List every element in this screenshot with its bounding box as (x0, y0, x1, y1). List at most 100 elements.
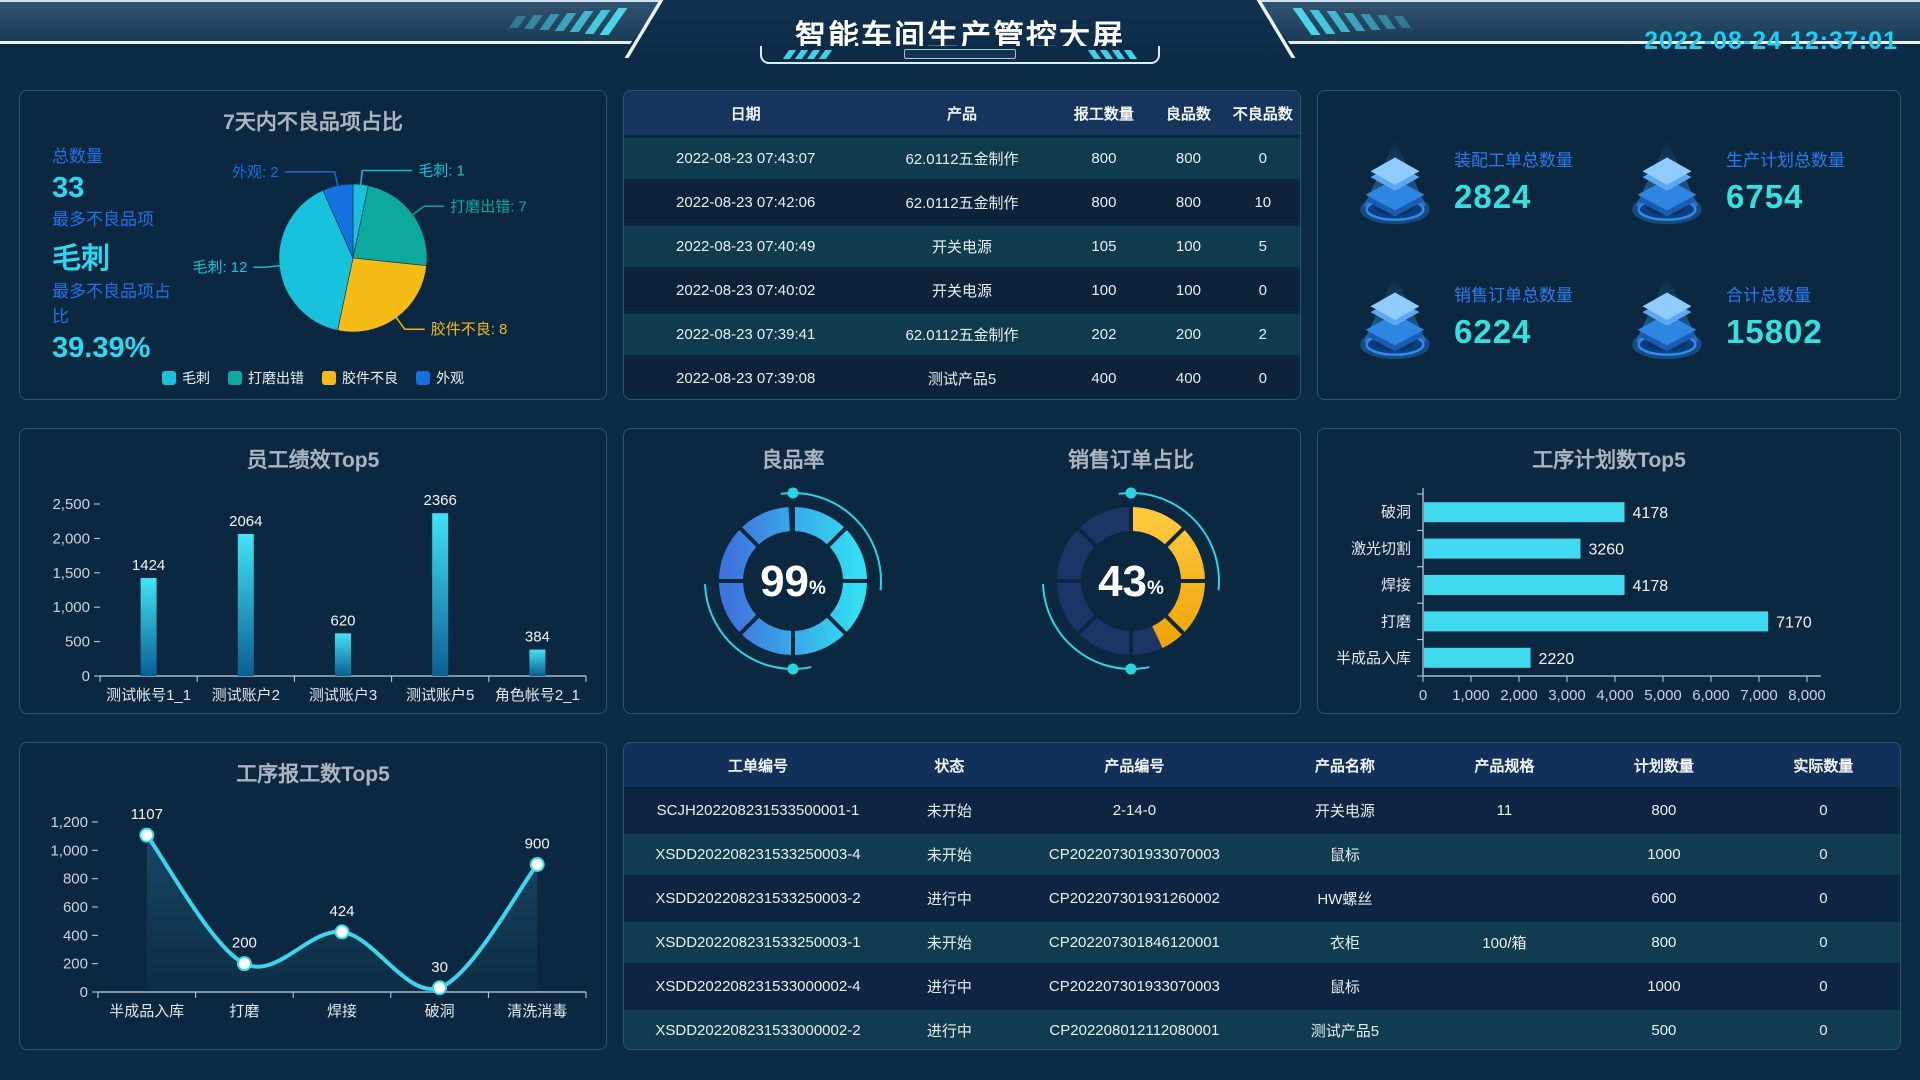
stat-card-text: 销售订单总数量 6224 (1454, 281, 1573, 351)
table-cell: 5 (1225, 226, 1300, 267)
table-cell: 105 (1056, 226, 1152, 267)
table-cell: 未开始 (891, 790, 1007, 831)
stat-value: 毛刺 (52, 243, 111, 275)
table-row: 2022-08-23 07:40:49 开关电源 105 100 5 (624, 226, 1300, 267)
sales-gauge-chart: 43% (1042, 487, 1220, 675)
panel-defect-ratio: 7天内不良品项占比 总数量 33 最多不良品项 毛刺 最多不良品项占比 39.3… (19, 90, 607, 400)
table-header-row: 日期 产品 报工数量 良品数 不良品数 (624, 91, 1300, 135)
table-row: XSDD202208231533000002-2 进行中 CP20220801211… (624, 1010, 1900, 1049)
svg-text:1107: 1107 (131, 806, 163, 823)
svg-text:4178: 4178 (1633, 505, 1669, 522)
stacked-layers-icon (1360, 139, 1430, 224)
svg-text:200: 200 (63, 956, 88, 973)
table-cell: 100 (1151, 226, 1226, 267)
table-cell (1427, 878, 1581, 919)
column-header: 不良品数 (1225, 91, 1300, 135)
svg-text:0: 0 (1419, 687, 1427, 704)
legend-item: 毛刺 (162, 368, 210, 388)
svg-text:620: 620 (330, 612, 355, 629)
table-cell: 100 (1151, 270, 1226, 311)
table-cell: 202 (1056, 314, 1152, 355)
panel-stat-cards: 装配工单总数量 2824 生产计划总数量 6754 销售订单总数量 6224 合计总数量 15… (1317, 90, 1901, 400)
panel-title: 工序报工数Top5 (236, 763, 390, 786)
panel-process-report: 工序报工数Top5 0 200 400 600 800 1,000 1,200 1107 半成品… (19, 742, 607, 1050)
gauge-sales: 销售订单占比 43% (962, 429, 1300, 713)
table-cell: 200 (1151, 314, 1226, 355)
table-cell: 800 (1151, 138, 1226, 179)
svg-text:3,000: 3,000 (1548, 687, 1586, 704)
table-cell: 800 (1580, 922, 1747, 963)
table-cell: 衣柜 (1261, 922, 1428, 963)
table-cell: 0 (1746, 790, 1900, 831)
table-cell: CP202207301933070003 (1006, 966, 1262, 1007)
svg-text:打磨出错: 7: 打磨出错: 7 (450, 198, 527, 215)
svg-text:测试账户3: 测试账户3 (309, 687, 377, 704)
table-row: 2022-08-23 07:43:07 62.0112五金制作 800 800 0 (624, 138, 1300, 179)
stat-card-value: 6754 (1726, 177, 1804, 215)
svg-text:5,000: 5,000 (1644, 687, 1682, 704)
svg-text:1,500: 1,500 (52, 565, 90, 582)
table-cell: 62.0112五金制作 (867, 182, 1057, 223)
column-header: 日期 (624, 91, 868, 135)
table-cell: SCJH202208231533500001-1 (624, 790, 892, 831)
quality-gauge-chart: 99% (704, 487, 882, 675)
table-cell: 开关电源 (867, 270, 1057, 311)
table-cell: 100 (1056, 270, 1152, 311)
table-cell: 2022-08-23 07:39:08 (624, 358, 868, 399)
process-report-line-chart: 0 200 400 600 800 1,000 1,200 1107 半成品入库 200 打磨 424… (50, 806, 587, 1020)
table-cell: 2022-08-23 07:40:02 (624, 270, 868, 311)
table-row: XSDD202208231533000002-4 进行中 CP20220730193… (624, 966, 1900, 1007)
table-cell: 10 (1225, 182, 1300, 223)
ornament-slashes-right (1087, 49, 1138, 59)
ornament-slashes-left (782, 49, 833, 59)
svg-text:毛刺: 1: 毛刺: 1 (418, 162, 465, 179)
table-cell: 进行中 (891, 878, 1007, 919)
header: 智能车间生产管控大屏 2022-08-24 12:37:01 (0, 0, 1920, 64)
stacked-layers-icon (1632, 274, 1702, 359)
stat-top-defect: 最多不良品项 毛刺 (52, 205, 178, 277)
table-row: XSDD202208231533250003-2 进行中 CP20220730193… (624, 878, 1900, 919)
svg-text:424: 424 (329, 903, 354, 920)
table-cell: 600 (1580, 878, 1747, 919)
column-header: 产品 (867, 91, 1057, 135)
stat-cards: 装配工单总数量 2824 生产计划总数量 6754 销售订单总数量 6224 合计总数量 15… (1318, 91, 1900, 399)
table-cell: 2022-08-23 07:39:41 (624, 314, 868, 355)
stat-card-text: 合计总数量 15802 (1726, 281, 1823, 351)
svg-text:清洗消毒: 清洗消毒 (507, 1003, 567, 1020)
panel-title: 良品率 (761, 449, 825, 472)
svg-text:30: 30 (431, 959, 448, 976)
svg-text:800: 800 (63, 871, 88, 888)
svg-text:43%: 43% (1098, 557, 1164, 606)
stat-card-label: 生产计划总数量 (1726, 150, 1845, 170)
stat-label: 总数量 (52, 147, 103, 166)
table-cell: 未开始 (891, 834, 1007, 875)
table-cell: XSDD202208231533000002-2 (624, 1010, 892, 1049)
svg-text:1424: 1424 (132, 557, 165, 574)
table-cell: CP202208012112080001 (1006, 1010, 1262, 1049)
table-cell: 2022-08-23 07:43:07 (624, 138, 868, 179)
svg-text:384: 384 (525, 629, 550, 646)
employee-bar-chart: 0 500 1,000 1,500 2,000 2,500 1424 测试帐号1_1 2064 测… (52, 492, 587, 704)
legend-item: 胶件不良 (322, 368, 398, 388)
stat-card: 生产计划总数量 6754 (1620, 113, 1892, 248)
header-decoration-right (1256, 0, 1920, 44)
svg-text:1,000: 1,000 (1452, 687, 1490, 704)
panel-title: 工序计划数Top5 (1532, 449, 1686, 472)
legend-item: 打磨出错 (228, 368, 304, 388)
svg-text:破洞: 破洞 (425, 1003, 455, 1020)
table-row: SCJH202208231533500001-1 未开始 2-14-0 开关电源 11 8… (624, 790, 1900, 831)
svg-text:毛刺: 12: 毛刺: 12 (192, 259, 247, 276)
table-cell: 0 (1225, 138, 1300, 179)
table-cell: 未开始 (891, 922, 1007, 963)
gauge-quality: 良品率 99% (624, 429, 962, 713)
pie-slice (337, 257, 427, 333)
svg-text:打磨: 打磨 (229, 1003, 259, 1020)
table-cell: 800 (1580, 790, 1747, 831)
table-row: 2022-08-23 07:42:06 62.0112五金制作 800 800 10 (624, 182, 1300, 223)
table-row: XSDD202208231533250003-4 未开始 CP20220730193… (624, 834, 1900, 875)
svg-text:角色帐号2_1: 角色帐号2_1 (495, 687, 580, 704)
stat-label: 最多不良品项占比 (52, 282, 171, 326)
svg-text:打磨: 打磨 (1381, 613, 1411, 630)
header-decoration-left (0, 0, 664, 44)
defect-pie-area: 毛刺: 1 打磨出错: 7 胶件不良: 8 毛刺: 12 外观: 2 (178, 136, 606, 399)
